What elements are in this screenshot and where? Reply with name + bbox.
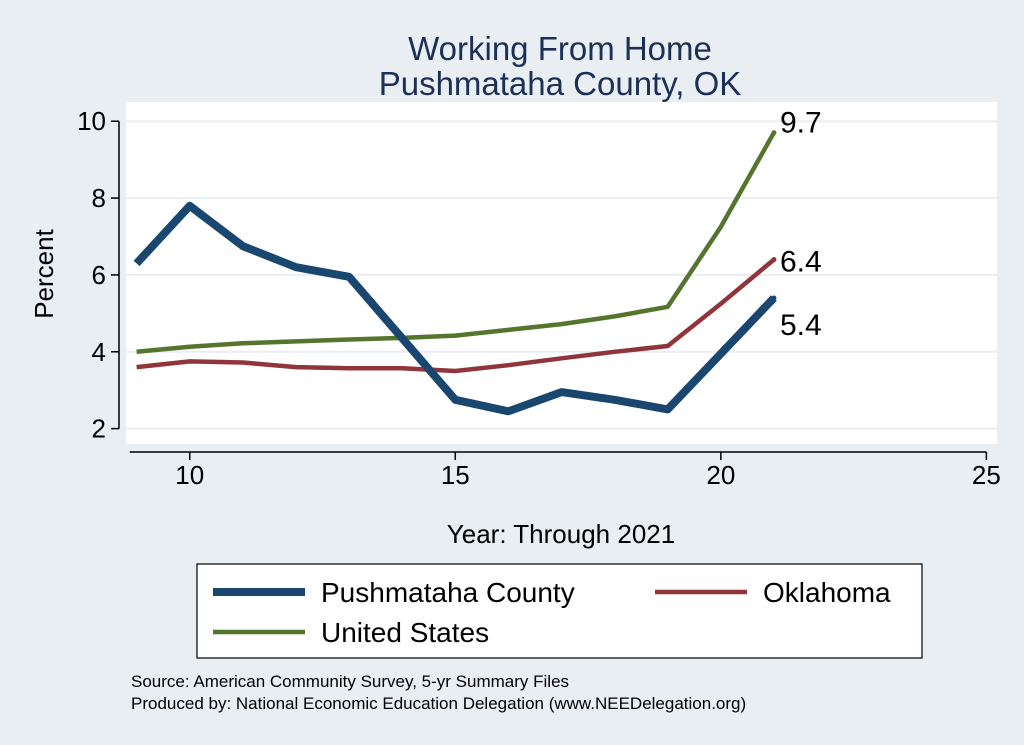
legend-label-pushmataha-county: Pushmataha County [321,577,575,608]
end-label-oklahoma: 6.4 [780,246,822,279]
y-tick-label-10: 10 [77,106,106,136]
series-end-point-pushmataha-county [771,295,777,301]
legend-box [196,563,923,659]
y-tick-label-2: 2 [92,414,106,444]
chart-title-line-1: Working From Home [408,30,712,67]
source-line-2: Produced by: National Economic Education… [131,694,746,713]
y-tick-label-4: 4 [92,337,106,367]
plot-area [126,102,997,444]
end-label-pushmataha-county: 5.4 [780,309,822,342]
y-tick-label-8: 8 [92,183,106,213]
y-axis-label: Percent [29,228,59,318]
x-tick-label-20: 20 [706,460,735,490]
legend-label-united-states: United States [321,617,489,648]
series-end-point-united-states [771,130,777,136]
x-axis-label: Year: Through 2021 [447,519,675,549]
grid-lines [126,120,997,430]
series-lines [133,130,777,416]
end-label-united-states: 9.7 [780,107,822,140]
legend: Pushmataha County Oklahoma United States [196,563,923,659]
source-line-1: Source: American Community Survey, 5-yr … [131,672,569,691]
x-tick-label-10: 10 [175,460,204,490]
y-tick-label-6: 6 [92,260,106,290]
axes: 2 4 6 8 10 10 15 20 25 [77,106,1001,490]
legend-label-oklahoma: Oklahoma [763,577,891,608]
x-tick-label-15: 15 [441,460,470,490]
chart-title-line-2: Pushmataha County, OK [379,65,742,102]
series-line-oklahoma [136,257,776,374]
series-line-united-states [136,131,776,355]
end-labels: 5.4 6.4 9.7 [780,107,822,342]
x-tick-label-25: 25 [972,460,1001,490]
series-end-point-oklahoma [771,257,777,263]
series-line-pushmataha-county [133,201,777,416]
